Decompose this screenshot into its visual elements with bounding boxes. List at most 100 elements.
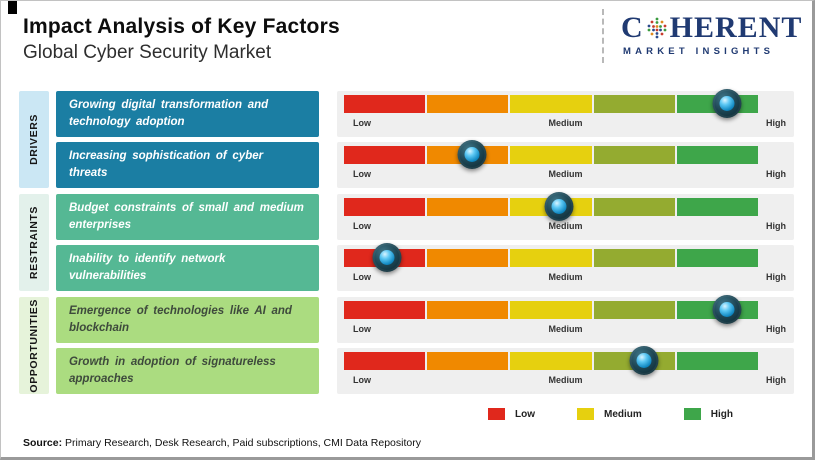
label-high: High xyxy=(766,169,786,179)
section-strip-opportunities: OPPORTUNITIES xyxy=(19,297,49,394)
marker-lens-icon xyxy=(719,302,735,317)
scale-labels: Low Medium High xyxy=(344,370,787,389)
section-drivers: DRIVERS Growing digital transformation a… xyxy=(19,89,794,188)
legend: Low Medium High xyxy=(488,408,733,420)
source-note: Source: Primary Research, Desk Research,… xyxy=(23,437,421,449)
impact-marker xyxy=(712,89,742,118)
factor-label: Growing digital transformation and techn… xyxy=(56,91,319,137)
logo-text-herent: HERENT xyxy=(669,11,803,44)
factor-row: Increasing sophistication of cyber threa… xyxy=(56,140,794,188)
marker-lens-icon xyxy=(551,199,567,214)
label-medium: Medium xyxy=(548,221,583,231)
segment-low xyxy=(344,146,426,164)
legend-swatch-medium xyxy=(577,408,594,420)
impact-marker xyxy=(629,346,659,375)
coherent-logo: C HERENT MARKET INSIGHTS xyxy=(621,11,803,58)
section-opportunities: OPPORTUNITIES Emergence of technologies … xyxy=(19,295,794,394)
label-low: Low xyxy=(353,324,371,334)
label-high: High xyxy=(766,272,786,282)
factor-label: Increasing sophistication of cyber threa… xyxy=(56,142,319,188)
section-label: DRIVERS xyxy=(28,114,40,165)
impact-scale: Low Medium High xyxy=(337,346,794,394)
impact-scale: Low Medium High xyxy=(337,295,794,343)
segment-med-high xyxy=(593,301,675,319)
segment-med-high xyxy=(593,95,675,113)
impact-bar xyxy=(344,346,759,375)
source-label: Source: xyxy=(23,437,63,449)
legend-item-medium: Medium xyxy=(577,408,642,420)
segment-high xyxy=(676,198,759,216)
header-divider xyxy=(602,9,604,63)
marker-lens-icon xyxy=(636,353,652,368)
scale-labels: Low Medium High xyxy=(344,164,787,183)
legend-label: High xyxy=(710,408,733,420)
impact-scale: Low Medium High xyxy=(337,140,794,188)
page-subtitle: Global Cyber Security Market xyxy=(23,42,272,63)
segment-low-med xyxy=(427,301,509,319)
segment-medium xyxy=(510,95,592,113)
section-label: RESTRAINTS xyxy=(28,205,40,280)
segment-medium xyxy=(510,249,592,267)
impact-bar xyxy=(344,192,759,221)
marker-lens-icon xyxy=(379,250,395,265)
label-low: Low xyxy=(353,375,371,385)
segment-medium xyxy=(510,301,592,319)
impact-chart: DRIVERS Growing digital transformation a… xyxy=(19,89,794,394)
factor-row: Emergence of technologies like AI and bl… xyxy=(56,295,794,343)
segment-medium xyxy=(510,352,592,370)
label-medium: Medium xyxy=(548,169,583,179)
factor-row: Budget constraints of small and medium e… xyxy=(56,192,794,240)
legend-swatch-high xyxy=(683,408,701,420)
segment-high xyxy=(676,249,759,267)
impact-marker xyxy=(372,243,402,272)
marker-lens-icon xyxy=(719,96,735,111)
label-high: High xyxy=(766,221,786,231)
legend-swatch-low xyxy=(488,408,505,420)
impact-scale: Low Medium High xyxy=(337,89,794,137)
scale-labels: Low Medium High xyxy=(344,267,787,286)
factor-row: Inability to identify network vulnerabil… xyxy=(56,243,794,291)
segment-med-high xyxy=(593,249,675,267)
factor-label: Growth in adoption of signatureless appr… xyxy=(56,348,319,394)
segment-med-high xyxy=(593,198,675,216)
scale-labels: Low Medium High xyxy=(344,319,787,338)
impact-bar xyxy=(344,89,759,118)
impact-marker xyxy=(544,192,574,221)
label-medium: Medium xyxy=(548,118,583,128)
label-low: Low xyxy=(353,272,371,282)
segment-high xyxy=(676,146,759,164)
impact-scale: Low Medium High xyxy=(337,192,794,240)
legend-item-low: Low xyxy=(488,408,535,420)
scale-labels: Low Medium High xyxy=(344,216,787,235)
label-low: Low xyxy=(353,169,371,179)
impact-bar xyxy=(344,243,759,272)
logo-tagline: MARKET INSIGHTS xyxy=(623,46,775,57)
factor-label: Inability to identify network vulnerabil… xyxy=(56,245,319,291)
logo-text-c: C xyxy=(621,11,644,44)
segment-low xyxy=(344,198,426,216)
section-restraints: RESTRAINTS Budget constraints of small a… xyxy=(19,192,794,291)
factor-label: Emergence of technologies like AI and bl… xyxy=(56,297,319,343)
impact-bar xyxy=(344,295,759,324)
factor-label: Budget constraints of small and medium e… xyxy=(56,194,319,240)
segment-med-high xyxy=(593,146,675,164)
impact-marker xyxy=(457,140,487,169)
legend-item-high: High xyxy=(683,408,733,420)
segment-low-med xyxy=(427,249,509,267)
segment-medium xyxy=(510,146,592,164)
legend-label: Medium xyxy=(604,408,642,420)
label-low: Low xyxy=(353,118,371,128)
segment-low xyxy=(344,95,426,113)
label-high: High xyxy=(766,324,786,334)
label-high: High xyxy=(766,118,786,128)
globe-icon xyxy=(647,17,667,39)
scale-labels: Low Medium High xyxy=(344,113,787,132)
label-medium: Medium xyxy=(548,324,583,334)
corner-mark xyxy=(8,1,17,14)
impact-bar xyxy=(344,140,759,169)
factor-row: Growing digital transformation and techn… xyxy=(56,89,794,137)
label-medium: Medium xyxy=(548,272,583,282)
header: Impact Analysis of Key Factors Global Cy… xyxy=(23,15,340,64)
legend-label: Low xyxy=(515,408,535,420)
page-title: Impact Analysis of Key Factors xyxy=(23,15,340,38)
